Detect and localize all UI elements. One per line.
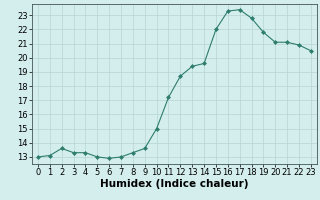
X-axis label: Humidex (Indice chaleur): Humidex (Indice chaleur)	[100, 179, 249, 189]
